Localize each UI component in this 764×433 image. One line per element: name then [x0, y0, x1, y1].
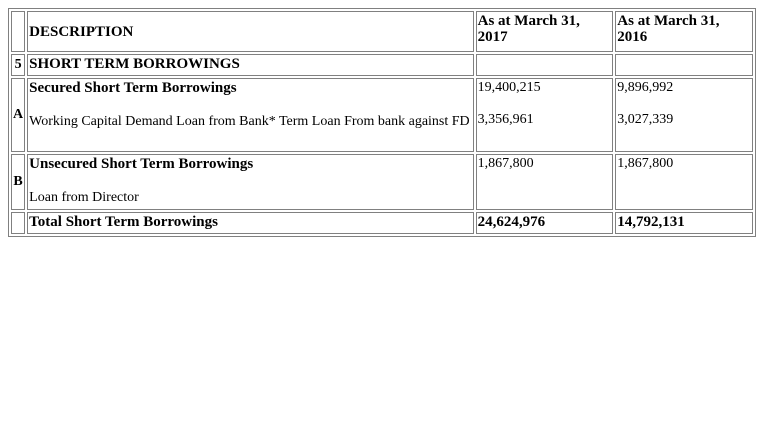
group-b-description-cell: Unsecured Short Term Borrowings Loan fro… [27, 154, 474, 210]
group-a-value-spacer-2017 [478, 96, 612, 112]
group-b-value-2017-cell: 1,867,800 [475, 154, 614, 210]
group-a-value-spacer-2016 [617, 96, 751, 112]
group-b-description: Loan from Director [29, 190, 139, 205]
group-b-value-2016: 1,867,800 [617, 156, 674, 171]
header-index-cell [11, 11, 26, 52]
group-a-description: Working Capital Demand Loan from Bank* T… [29, 114, 470, 129]
total-index-cell [11, 212, 26, 234]
group-b-row: B Unsecured Short Term Borrowings Loan f… [11, 154, 753, 210]
group-b-value-2017: 1,867,800 [477, 156, 534, 171]
short-term-borrowings-table: DESCRIPTION As at March 31, 2017 As at M… [8, 8, 756, 237]
group-a-value-2017-1: 19,400,215 [477, 80, 541, 95]
group-a-title: Secured Short Term Borrowings [29, 80, 237, 96]
group-b-spacer [29, 172, 471, 190]
group-a-value-2016-2: 3,027,339 [617, 112, 674, 127]
total-value-2016: 14,792,131 [615, 212, 753, 234]
group-a-value-2017-2: 3,356,961 [477, 112, 534, 127]
group-a-values-2016: 9,896,992 3,027,339 [615, 78, 753, 152]
group-a-spacer [29, 96, 471, 114]
total-row: Total Short Term Borrowings 24,624,976 1… [11, 212, 753, 234]
group-a-label: A [11, 78, 26, 152]
total-value-2017: 24,624,976 [475, 212, 614, 234]
group-a-values-2017: 19,400,215 3,356,961 [475, 78, 614, 152]
group-a-description-cell: Secured Short Term Borrowings Working Ca… [27, 78, 474, 152]
header-year-2017: As at March 31, 2017 [475, 11, 614, 52]
group-b-label: B [11, 154, 26, 210]
section-empty-2017 [475, 54, 614, 76]
header-year-2016: As at March 31, 2016 [615, 11, 753, 52]
header-description: DESCRIPTION [27, 11, 474, 52]
group-b-title: Unsecured Short Term Borrowings [29, 156, 254, 172]
section-number: 5 [11, 54, 26, 76]
section-title: SHORT TERM BORROWINGS [27, 54, 474, 76]
header-row: DESCRIPTION As at March 31, 2017 As at M… [11, 11, 753, 52]
total-label: Total Short Term Borrowings [27, 212, 474, 234]
section-empty-2016 [615, 54, 753, 76]
group-a-row: A Secured Short Term Borrowings Working … [11, 78, 753, 152]
section-row: 5 SHORT TERM BORROWINGS [11, 54, 753, 76]
group-a-value-2016-1: 9,896,992 [617, 80, 674, 95]
group-b-value-2016-cell: 1,867,800 [615, 154, 753, 210]
